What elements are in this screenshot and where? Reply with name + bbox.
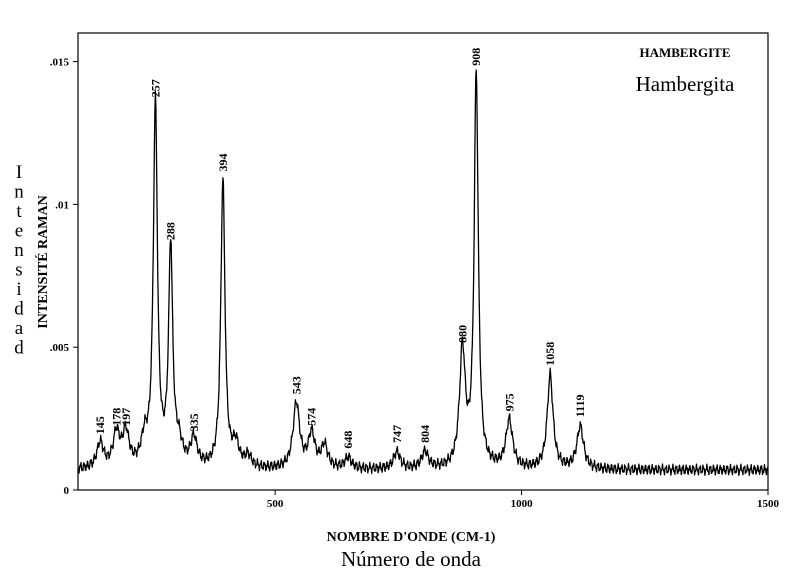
y-axis-label-secondary-letter: n <box>14 240 24 261</box>
y-axis-label-secondary-letter: a <box>15 318 24 339</box>
peak-label: 804 <box>418 425 432 443</box>
x-axis-ticks: 500 1000 1500 <box>267 490 780 510</box>
y-axis-label-secondary-letter: s <box>15 260 22 281</box>
y-axis-label-secondary-letter: e <box>15 221 23 242</box>
x-tick-label: 1500 <box>757 498 780 510</box>
peak-label: 145 <box>93 416 107 434</box>
y-tick-label: .005 <box>50 342 70 354</box>
y-axis-label-secondary-letter: I <box>16 162 22 183</box>
x-tick-label: 1000 <box>511 498 534 510</box>
peak-label: 394 <box>216 154 230 172</box>
y-tick-label: .01 <box>55 199 69 211</box>
y-axis-label-secondary-letter: t <box>16 201 22 222</box>
peak-label: 1119 <box>573 395 587 418</box>
peak-label: 648 <box>341 431 355 449</box>
y-axis-ticks: 0 .005 .01 .015 <box>50 57 78 497</box>
plot-frame <box>77 32 769 491</box>
peak-label: 574 <box>305 408 319 426</box>
peak-label: 178 <box>109 408 123 426</box>
y-axis-label-secondary-letter: n <box>14 182 24 203</box>
y-axis-label-secondary-letter: d <box>14 299 24 320</box>
x-axis-label: NOMBRE D'ONDE (CM-1) <box>327 530 496 545</box>
x-axis-label-secondary: Número de onda <box>341 547 482 571</box>
y-axis-label: INTENSITÉ RAMAN <box>34 195 51 328</box>
peak-label: 747 <box>390 425 404 443</box>
spectrum-line <box>77 69 769 477</box>
peak-label: 257 <box>148 79 162 97</box>
peak-label: 335 <box>187 413 201 431</box>
peak-label: 197 <box>119 408 133 426</box>
peak-label: 908 <box>469 48 483 66</box>
chart-title: HAMBERGITE <box>639 45 730 60</box>
peak-label: 880 <box>455 325 469 343</box>
peak-label: 543 <box>289 376 303 394</box>
chart-subtitle: Hambergita <box>636 72 735 96</box>
x-tick-label: 500 <box>267 498 284 510</box>
peak-label: 1058 <box>543 342 557 366</box>
y-axis-label-secondary-letter: i <box>16 279 21 300</box>
y-tick-label: .015 <box>50 57 70 69</box>
y-tick-label: 0 <box>64 485 70 497</box>
y-axis-label-secondary-letter: d <box>14 338 24 359</box>
peak-label: 288 <box>164 222 178 240</box>
peak-label: 975 <box>502 393 516 411</box>
